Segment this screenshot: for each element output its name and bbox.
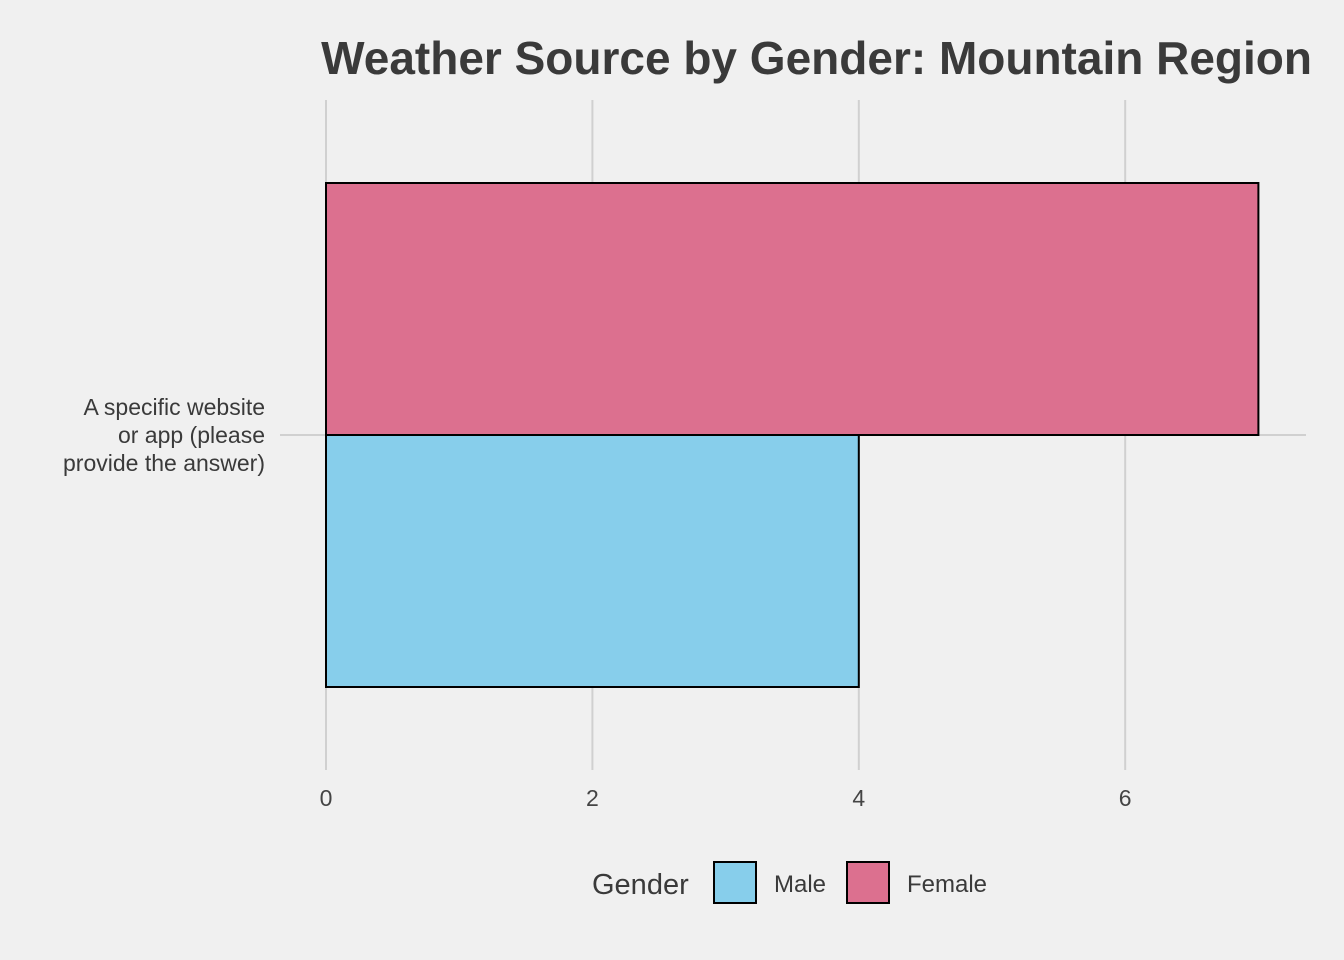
legend-label-male: Male xyxy=(774,871,826,898)
legend-label-female: Female xyxy=(907,871,987,898)
x-tick-label: 0 xyxy=(320,785,333,811)
legend: Gender Male Female xyxy=(592,861,987,904)
y-category-label-line: provide the answer) xyxy=(63,450,265,476)
legend-title: Gender xyxy=(592,869,689,901)
bars xyxy=(325,182,1260,688)
y-category-label-line: A specific website xyxy=(83,394,265,420)
x-tick-label: 6 xyxy=(1119,785,1132,811)
bar-female xyxy=(325,182,1260,436)
x-axis-ticks: 0 2 4 6 xyxy=(320,785,1132,811)
legend-key-female xyxy=(846,861,890,904)
x-tick-label: 4 xyxy=(852,785,865,811)
bar-male xyxy=(325,434,860,688)
y-category-label-line: or app (please xyxy=(118,422,265,448)
legend-key-male xyxy=(713,861,757,904)
x-tick-label: 2 xyxy=(586,785,599,811)
chart-title: Weather Source by Gender: Mountain Regio… xyxy=(321,32,1312,84)
